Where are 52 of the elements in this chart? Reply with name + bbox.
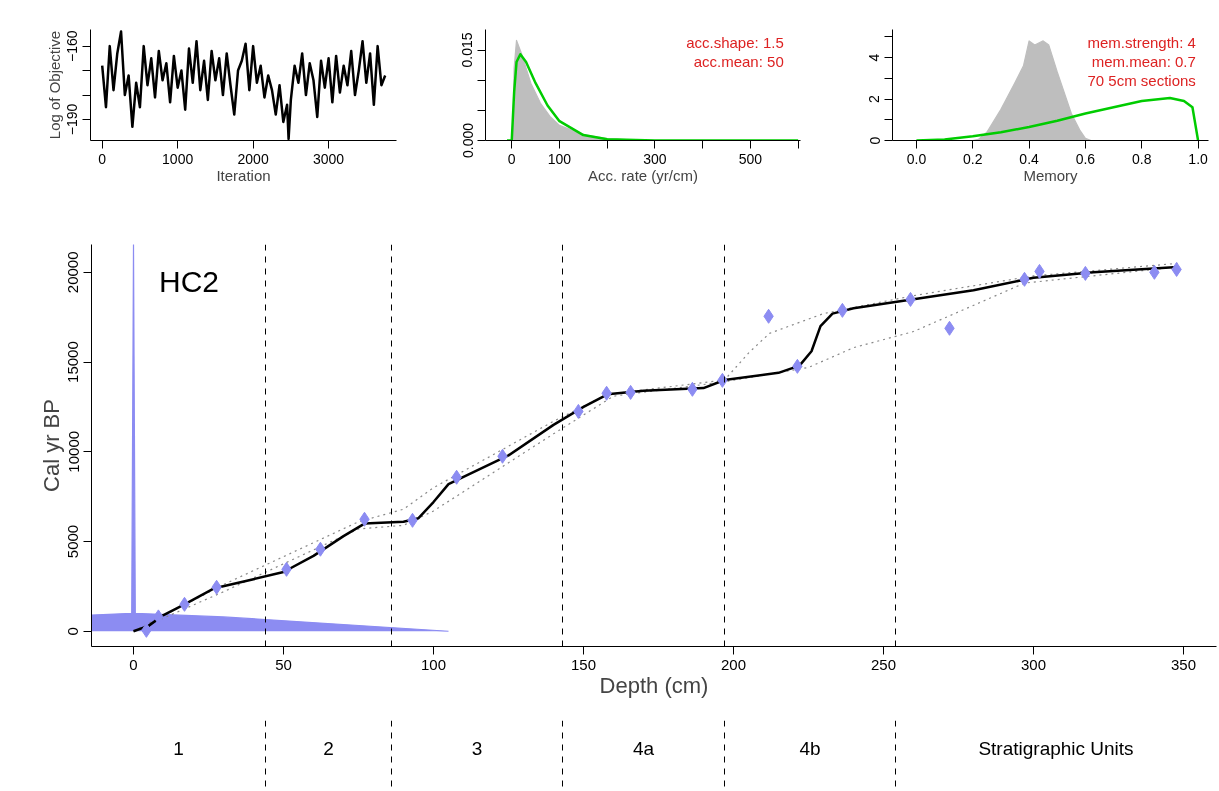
y-tick-label: 0.015 xyxy=(459,32,476,68)
y-tick-label: −160 xyxy=(64,30,81,62)
x-axis-title: Depth (cm) xyxy=(599,672,709,698)
x-tick-label: 50 xyxy=(275,655,292,673)
x-tick-label: 0.0 xyxy=(906,150,927,167)
y-tick-label: 5000 xyxy=(64,524,82,559)
annotation: HC2 xyxy=(159,264,220,298)
y-tick-label: 2 xyxy=(866,94,883,103)
x-tick-label: 0.8 xyxy=(1132,150,1152,167)
x-tick-label: 250 xyxy=(870,655,897,673)
annotation: mem.strength: 4 xyxy=(1087,33,1196,51)
annotation: acc.shape: 1.5 xyxy=(686,33,784,51)
x-axis-title: Acc. rate (yr/cm) xyxy=(588,166,699,184)
x-tick-label: 0.4 xyxy=(1019,150,1040,167)
y-tick-label: 0 xyxy=(866,136,883,145)
text: 2 xyxy=(323,738,334,759)
text: 4a xyxy=(632,738,655,759)
text: Stratigraphic Units xyxy=(978,738,1134,759)
x-tick-label: 300 xyxy=(1020,655,1047,673)
annotation: mem.mean: 0.7 xyxy=(1091,52,1196,70)
annotation: acc.mean: 50 xyxy=(693,52,784,70)
y-tick-label: −190 xyxy=(64,103,81,136)
x-tick-label: 200 xyxy=(720,655,747,673)
x-tick-label: 3000 xyxy=(313,150,345,167)
text: 3 xyxy=(471,738,483,759)
y-tick-label: 20000 xyxy=(64,251,82,294)
x-tick-label: 0.6 xyxy=(1075,150,1096,167)
y-tick-label: 10000 xyxy=(64,430,82,473)
y-axis-title: Cal yr BP xyxy=(38,399,64,492)
text: 1 xyxy=(173,738,184,759)
x-tick-label: 350 xyxy=(1170,655,1197,673)
x-tick-label: 500 xyxy=(738,150,763,167)
x-tick-label: 1000 xyxy=(162,150,194,167)
x-tick-label: 0 xyxy=(129,655,138,673)
x-tick-label: 2000 xyxy=(237,150,269,167)
x-tick-label: 100 xyxy=(547,150,572,167)
y-axis-title: Log of Objective xyxy=(45,30,63,140)
y-tick-label: 0 xyxy=(64,627,82,636)
y-tick-label: 4 xyxy=(866,53,883,62)
x-tick-label: 300 xyxy=(643,150,667,167)
y-tick-label: 0.000 xyxy=(459,122,476,159)
y-tick-label: 15000 xyxy=(64,341,82,383)
x-tick-label: 150 xyxy=(570,655,597,673)
x-axis-title: Memory xyxy=(1023,166,1079,184)
x-tick-label: 0.2 xyxy=(963,150,983,167)
x-tick-label: 100 xyxy=(420,655,447,673)
annotation: 70 5cm sections xyxy=(1087,71,1196,89)
x-tick-label: 0 xyxy=(507,150,516,167)
text: 4b xyxy=(799,738,821,759)
x-tick-label: 0 xyxy=(98,150,107,167)
x-axis-title: Iteration xyxy=(216,166,271,184)
x-tick-label: 1.0 xyxy=(1188,150,1209,167)
